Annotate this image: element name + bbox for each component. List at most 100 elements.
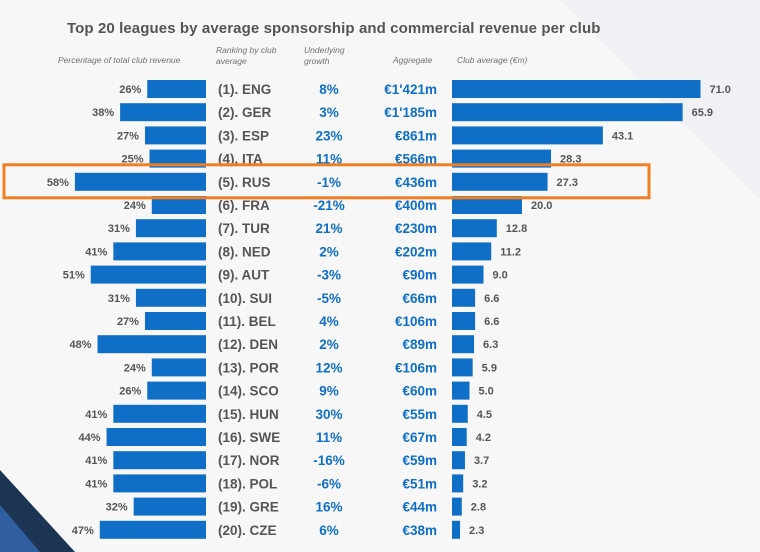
pct-bar: [90, 265, 206, 284]
aggregate-label: €55m: [402, 407, 437, 422]
club-average-bar: [452, 126, 603, 145]
club-average-bar: [452, 265, 484, 284]
pct-bar: [133, 497, 206, 516]
pct-label: 26%: [119, 386, 141, 398]
pct-bar: [151, 196, 206, 214]
ranking-label: (9). AUT: [218, 268, 270, 283]
growth-label: 2%: [319, 337, 339, 352]
club-average-label: 71.0: [710, 84, 731, 96]
aggregate-label: €1'185m: [384, 105, 437, 120]
club-average-label: 20.0: [531, 200, 552, 212]
aggregate-label: €400m: [395, 198, 437, 213]
club-average-label: 12.8: [506, 223, 527, 235]
ranking-label: (12). DEN: [218, 337, 278, 352]
pct-label: 24%: [124, 362, 146, 374]
growth-label: 16%: [315, 500, 342, 515]
aggregate-label: €51m: [402, 476, 437, 491]
pct-label: 24%: [124, 200, 146, 212]
pct-bar: [113, 404, 206, 423]
pct-label: 26%: [119, 84, 141, 96]
aggregate-label: €66m: [402, 291, 437, 306]
club-average-label: 4.2: [476, 432, 491, 444]
club-average-bar: [452, 103, 683, 122]
pct-label: 41%: [85, 246, 107, 258]
growth-label: 23%: [315, 128, 342, 143]
ranking-label: (18). POL: [218, 476, 277, 491]
ranking-label: (8). NED: [218, 244, 271, 259]
aggregate-label: €106m: [395, 314, 437, 329]
pct-label: 51%: [63, 270, 85, 282]
club-average-label: 6.6: [484, 293, 499, 305]
club-average-label: 2.3: [469, 525, 484, 537]
ranking-label: (16). SWE: [218, 430, 280, 445]
aggregate-label: €89m: [402, 337, 437, 352]
ranking-label: (15). HUN: [218, 407, 279, 422]
pct-label: 47%: [72, 525, 94, 537]
club-average-label: 65.9: [692, 107, 713, 119]
pct-label: 31%: [108, 223, 130, 235]
club-average-bar: [452, 196, 522, 214]
growth-label: 2%: [319, 244, 339, 259]
club-average-bar: [452, 428, 467, 446]
ranking-label: (6). FRA: [218, 198, 270, 213]
ranking-label: (3). ESP: [218, 128, 269, 143]
aggregate-label: €1'421m: [384, 82, 437, 97]
club-average-bar: [452, 288, 476, 307]
ranking-label: (19). GRE: [218, 500, 279, 515]
growth-label: 9%: [319, 384, 339, 399]
club-average-label: 3.2: [472, 478, 487, 490]
ranking-label: (11). BEL: [218, 314, 276, 329]
growth-label: 4%: [319, 314, 339, 329]
club-average-label: 2.8: [471, 502, 486, 514]
pct-label: 41%: [85, 409, 107, 421]
growth-label: -21%: [313, 198, 345, 213]
pct-bar: [149, 149, 206, 168]
club-average-bar: [452, 497, 462, 516]
growth-label: -6%: [317, 476, 341, 491]
growth-label: 11%: [316, 430, 342, 445]
growth-label: -5%: [317, 291, 341, 306]
header-club-average: Club average (€m): [457, 55, 528, 65]
aggregate-label: €230m: [395, 221, 437, 236]
pct-label: 31%: [108, 293, 130, 305]
club-average-label: 5.9: [482, 362, 497, 374]
pct-label: 58%: [47, 177, 69, 189]
header-growth: Underlying growth: [304, 45, 345, 66]
pct-label: 44%: [79, 432, 101, 444]
club-average-label: 28.3: [560, 154, 581, 166]
ranking-label: (5). RUS: [218, 175, 271, 190]
club-average-label: 27.3: [557, 177, 578, 189]
growth-label: -16%: [313, 453, 345, 468]
aggregate-label: €861m: [395, 128, 437, 143]
club-average-bar: [452, 149, 552, 168]
chart-title: Top 20 leagues by average sponsorship an…: [67, 20, 601, 37]
growth-label: 12%: [315, 360, 342, 375]
growth-label: 3%: [319, 105, 339, 120]
club-average-bar: [452, 312, 476, 330]
pct-bar: [147, 80, 206, 98]
ranking-label: (10). SUI: [218, 291, 272, 306]
aggregate-label: €90m: [402, 268, 437, 283]
club-average-label: 3.7: [474, 455, 489, 467]
ranking-label: (13). POR: [218, 360, 279, 375]
growth-label: 8%: [319, 82, 339, 97]
pct-bar: [97, 335, 206, 354]
aggregate-label: €60m: [402, 384, 437, 399]
pct-label: 48%: [69, 339, 91, 351]
club-average-label: 6.6: [484, 316, 499, 328]
header-aggregate: Aggregate: [393, 55, 433, 65]
ranking-label: (14). SCO: [218, 384, 279, 399]
club-average-label: 6.3: [483, 339, 498, 351]
pct-label: 41%: [85, 478, 107, 490]
club-average-label: 11.2: [500, 246, 521, 258]
highlight-box: [2, 163, 651, 200]
pct-bar: [74, 172, 206, 191]
ranking-label: (4). ITA: [218, 152, 263, 167]
ranking-label: (20). CZE: [218, 523, 277, 538]
growth-label: 21%: [315, 221, 342, 236]
header-ranking: Ranking by club average: [216, 45, 277, 66]
pct-bar: [113, 451, 206, 470]
growth-label: 6%: [319, 523, 339, 538]
header-percentage: Percentage of total club revenue: [58, 55, 181, 65]
